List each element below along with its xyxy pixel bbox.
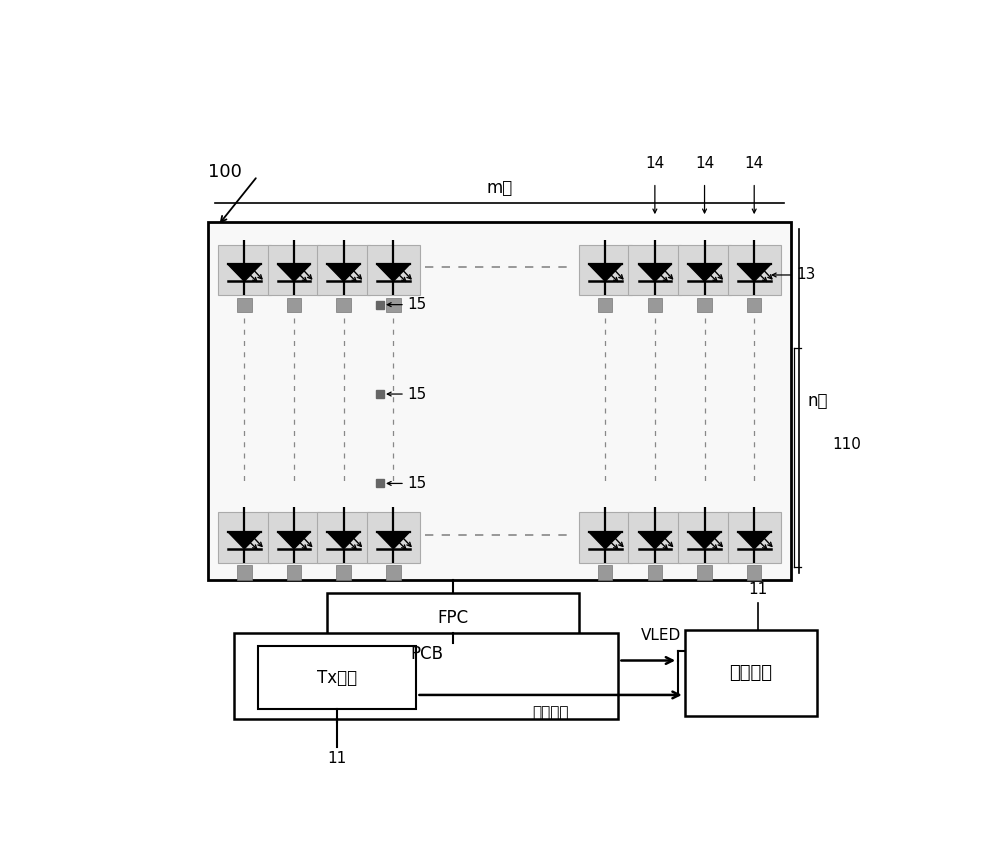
Polygon shape <box>639 264 671 281</box>
Text: 调整信号: 调整信号 <box>532 705 569 721</box>
FancyBboxPatch shape <box>648 565 662 580</box>
FancyBboxPatch shape <box>317 245 370 295</box>
Polygon shape <box>228 264 261 281</box>
FancyBboxPatch shape <box>628 513 681 562</box>
FancyBboxPatch shape <box>747 298 761 312</box>
Polygon shape <box>688 532 721 549</box>
Text: 14: 14 <box>745 157 764 171</box>
FancyBboxPatch shape <box>237 565 252 580</box>
FancyBboxPatch shape <box>367 245 420 295</box>
Text: 14: 14 <box>695 157 714 171</box>
FancyBboxPatch shape <box>218 513 271 562</box>
FancyBboxPatch shape <box>218 245 271 295</box>
Text: 15: 15 <box>408 298 427 312</box>
Polygon shape <box>738 264 771 281</box>
FancyBboxPatch shape <box>268 245 320 295</box>
FancyBboxPatch shape <box>579 513 632 562</box>
FancyBboxPatch shape <box>327 593 579 643</box>
Polygon shape <box>327 264 360 281</box>
Polygon shape <box>589 532 622 549</box>
Text: 14: 14 <box>645 157 664 171</box>
Polygon shape <box>688 264 721 281</box>
FancyBboxPatch shape <box>628 245 681 295</box>
Polygon shape <box>327 532 360 549</box>
Text: n行: n行 <box>807 392 828 410</box>
FancyBboxPatch shape <box>336 565 351 580</box>
Polygon shape <box>278 264 310 281</box>
FancyBboxPatch shape <box>598 298 612 312</box>
Polygon shape <box>589 264 622 281</box>
Text: Tx芯片: Tx芯片 <box>317 669 357 686</box>
FancyBboxPatch shape <box>367 513 420 562</box>
FancyBboxPatch shape <box>648 298 662 312</box>
FancyBboxPatch shape <box>728 245 781 295</box>
Text: 13: 13 <box>797 267 816 282</box>
FancyBboxPatch shape <box>386 298 401 312</box>
FancyBboxPatch shape <box>268 513 320 562</box>
FancyBboxPatch shape <box>317 513 370 562</box>
FancyBboxPatch shape <box>697 565 712 580</box>
FancyBboxPatch shape <box>336 298 351 312</box>
Text: 15: 15 <box>408 476 427 491</box>
FancyBboxPatch shape <box>678 245 731 295</box>
Text: 110: 110 <box>832 437 861 452</box>
FancyBboxPatch shape <box>728 513 781 562</box>
Text: PCB: PCB <box>410 645 443 663</box>
Polygon shape <box>278 532 310 549</box>
FancyBboxPatch shape <box>234 633 618 719</box>
Text: FPC: FPC <box>437 609 468 627</box>
FancyBboxPatch shape <box>258 646 416 710</box>
Polygon shape <box>738 532 771 549</box>
Text: 11: 11 <box>327 751 347 766</box>
Text: 100: 100 <box>208 163 242 181</box>
FancyBboxPatch shape <box>598 565 612 580</box>
Polygon shape <box>377 264 410 281</box>
Polygon shape <box>377 532 410 549</box>
FancyBboxPatch shape <box>685 630 817 716</box>
FancyBboxPatch shape <box>208 223 791 580</box>
Text: 11: 11 <box>748 581 767 597</box>
Text: 15: 15 <box>408 386 427 402</box>
FancyBboxPatch shape <box>747 565 761 580</box>
FancyBboxPatch shape <box>697 298 712 312</box>
Polygon shape <box>639 532 671 549</box>
FancyBboxPatch shape <box>237 298 252 312</box>
Polygon shape <box>228 532 261 549</box>
FancyBboxPatch shape <box>678 513 731 562</box>
FancyBboxPatch shape <box>579 245 632 295</box>
FancyBboxPatch shape <box>386 565 401 580</box>
Text: m列: m列 <box>486 179 512 197</box>
FancyBboxPatch shape <box>287 565 301 580</box>
Text: VLED: VLED <box>641 628 681 643</box>
Text: 电源模块: 电源模块 <box>729 664 772 682</box>
FancyBboxPatch shape <box>287 298 301 312</box>
